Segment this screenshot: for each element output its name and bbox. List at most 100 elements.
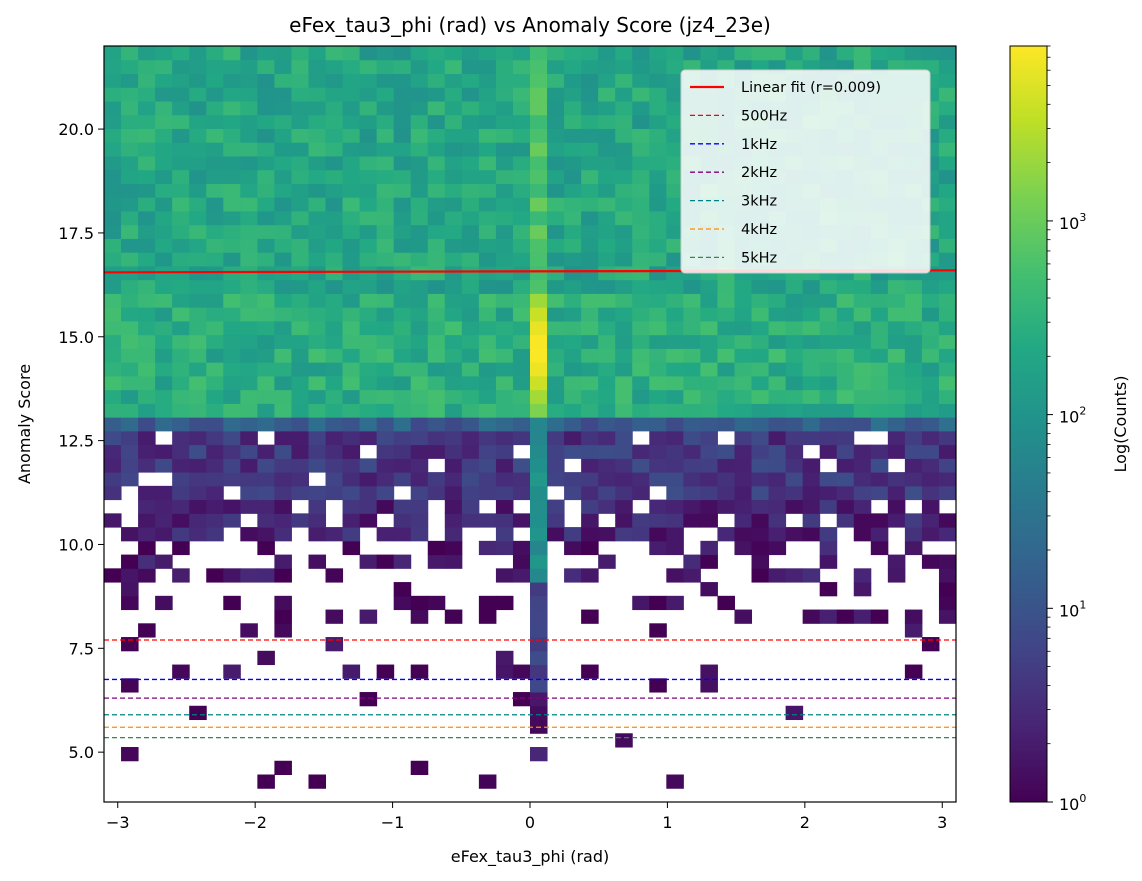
heatmap-cell xyxy=(632,155,650,171)
heatmap-cell xyxy=(495,499,514,514)
heatmap-cell xyxy=(615,444,633,459)
heatmap-cell xyxy=(495,183,514,198)
heatmap-cell xyxy=(478,279,497,294)
heatmap-cell xyxy=(666,389,684,404)
heatmap-cell xyxy=(257,252,275,267)
heatmap-cell xyxy=(427,430,446,446)
heatmap-cell xyxy=(138,444,156,459)
heatmap-cell xyxy=(495,375,514,391)
heatmap-cell xyxy=(240,169,258,184)
heatmap-cell xyxy=(666,307,684,322)
heatmap-cell xyxy=(257,307,275,322)
heatmap-cell xyxy=(121,100,139,116)
heatmap-cell xyxy=(768,458,787,473)
heatmap-cell xyxy=(683,279,701,294)
heatmap-cell xyxy=(938,320,957,336)
heatmap-cell xyxy=(427,100,446,116)
heatmap-cell xyxy=(785,307,804,322)
heatmap-cell xyxy=(495,114,514,129)
heatmap-cell xyxy=(870,527,889,542)
heatmap-cell xyxy=(836,458,855,473)
heatmap-cell xyxy=(921,293,940,308)
heatmap-cell xyxy=(530,375,548,391)
heatmap-cell xyxy=(802,362,821,377)
heatmap-cell xyxy=(530,403,548,418)
heatmap-cell xyxy=(734,540,753,556)
heatmap-cell xyxy=(478,252,497,267)
heatmap-cell xyxy=(138,87,156,102)
heatmap-cell xyxy=(461,46,480,61)
heatmap-cell xyxy=(615,334,633,349)
heatmap-cell xyxy=(308,430,327,446)
heatmap-cell xyxy=(564,485,582,501)
heatmap-cell xyxy=(512,114,531,129)
heatmap-cell xyxy=(853,46,872,61)
heatmap-cell xyxy=(444,293,463,308)
heatmap-cell xyxy=(427,307,446,322)
heatmap-cell xyxy=(683,444,701,459)
heatmap-cell xyxy=(683,485,701,501)
heatmap-cell xyxy=(444,513,463,528)
heatmap-cell xyxy=(530,210,548,226)
heatmap-cell xyxy=(870,362,889,377)
heatmap-cell xyxy=(495,348,514,363)
heatmap-cell xyxy=(530,46,548,61)
heatmap-cell xyxy=(138,46,156,61)
heatmap-cell xyxy=(206,362,224,377)
heatmap-cell xyxy=(291,252,309,267)
heatmap-cell xyxy=(904,430,923,446)
heatmap-cell xyxy=(172,142,190,157)
heatmap-cell xyxy=(359,362,378,377)
heatmap-cell xyxy=(444,59,463,74)
heatmap-cell xyxy=(223,87,241,102)
heatmap-cell xyxy=(410,142,429,157)
heatmap-cell xyxy=(785,362,804,377)
heatmap-cell xyxy=(734,485,753,501)
heatmap-cell xyxy=(274,430,292,446)
heatmap-cell xyxy=(819,403,838,418)
heatmap-cell xyxy=(581,307,599,322)
heatmap-cell xyxy=(342,114,361,129)
heatmap-cell xyxy=(223,252,241,267)
heatmap-cell xyxy=(104,472,122,487)
heatmap-cell xyxy=(121,582,139,597)
heatmap-cell xyxy=(632,389,650,404)
heatmap-cell xyxy=(393,59,412,74)
heatmap-cell xyxy=(734,389,753,404)
heatmap-cell xyxy=(461,513,480,528)
heatmap-cell xyxy=(512,224,531,239)
heatmap-cell xyxy=(240,458,258,473)
heatmap-cell xyxy=(904,334,923,349)
heatmap-cell xyxy=(512,142,531,157)
heatmap-cell xyxy=(257,417,275,432)
heatmap-cell xyxy=(836,389,855,404)
heatmap-cell xyxy=(478,265,497,281)
heatmap-cell xyxy=(376,114,395,129)
heatmap-cell xyxy=(512,238,531,253)
heatmap-cell xyxy=(666,279,684,294)
heatmap-cell xyxy=(325,114,344,129)
heatmap-cell xyxy=(206,252,224,267)
heatmap-cell xyxy=(291,403,309,418)
heatmap-cell xyxy=(530,444,548,459)
heatmap-cell xyxy=(887,362,906,377)
heatmap-cell xyxy=(836,513,855,528)
heatmap-cell xyxy=(359,183,378,198)
heatmap-cell xyxy=(598,554,616,569)
heatmap-cell xyxy=(240,46,258,61)
heatmap-cell xyxy=(530,128,548,143)
heatmap-cell xyxy=(223,430,241,446)
heatmap-cell xyxy=(308,389,327,404)
heatmap-cell xyxy=(138,238,156,253)
heatmap-cell xyxy=(325,568,344,583)
heatmap-cell xyxy=(291,513,309,528)
heatmap-cell xyxy=(666,197,684,212)
heatmap-cell xyxy=(376,417,395,432)
heatmap-cell xyxy=(376,155,395,171)
heatmap-cell xyxy=(189,224,207,239)
heatmap-cell xyxy=(223,320,241,336)
heatmap-cell xyxy=(836,499,855,514)
heatmap-cell xyxy=(342,279,361,294)
heatmap-cell xyxy=(853,582,872,597)
heatmap-cell xyxy=(376,128,395,143)
